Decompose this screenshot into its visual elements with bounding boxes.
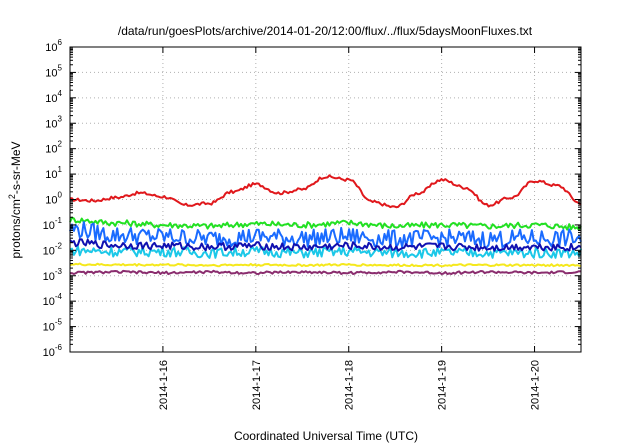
x-tick-label: 2014-1-16: [158, 360, 170, 410]
y-tick-label-exponent: 3: [58, 114, 63, 123]
y-tick-label-exponent: -3: [55, 267, 63, 276]
y-tick-label: 102: [45, 140, 62, 156]
y-tick-label-base: 10: [45, 195, 57, 207]
y-tick-label-exponent: -1: [55, 216, 63, 225]
y-tick-label-exponent: 2: [58, 140, 63, 149]
grid-lines: [70, 47, 581, 352]
y-tick-label-base: 10: [43, 347, 55, 359]
y-tick-label: 106: [45, 38, 62, 54]
series-line-7: [69, 269, 582, 276]
y-tick-label-base: 10: [45, 42, 57, 54]
y-tick-label-base: 10: [45, 144, 57, 156]
y-axis-label: protons/cm2-s-sr-MeV: [7, 141, 23, 258]
series-line-3: [69, 221, 582, 249]
y-axis-label-prefix: protons/cm: [9, 199, 23, 258]
y-tick-label: 10-1: [43, 216, 63, 232]
y-tick-label: 100: [45, 191, 62, 207]
y-tick-label: 105: [45, 63, 62, 79]
x-axis-label: Coordinated Universal Time (UTC): [234, 429, 418, 443]
y-tick-label: 10-3: [43, 267, 63, 283]
y-tick-label-exponent: -2: [55, 241, 63, 250]
y-axis-label-superscript: 2: [7, 194, 17, 199]
y-tick-label: 101: [45, 165, 62, 181]
series-line-6: [69, 262, 582, 268]
x-tick-labels: 2014-1-16 2014-1-17 2014-1-18 2014-1-19 2014…: [158, 360, 542, 410]
series-line-2: [69, 216, 582, 231]
x-tick-label: 2014-1-17: [251, 360, 263, 410]
y-tick-label-exponent: 4: [58, 89, 63, 98]
chart-title: /data/run/goesPlots/archive/2014-01-20/1…: [118, 24, 533, 38]
y-tick-label-base: 10: [43, 220, 55, 232]
axis-ticks: [70, 46, 581, 353]
y-tick-label-exponent: 5: [58, 63, 63, 72]
y-tick-label: 10-6: [43, 343, 63, 359]
y-tick-label-base: 10: [43, 296, 55, 308]
x-tick-label: 2014-1-19: [437, 360, 449, 410]
y-axis-label-suffix: -s-sr-MeV: [9, 141, 23, 194]
y-tick-label: 103: [45, 114, 62, 130]
y-tick-label: 10-5: [43, 318, 63, 334]
y-tick-label-base: 10: [43, 271, 55, 283]
y-tick-label-exponent: -4: [55, 292, 63, 301]
y-tick-label-base: 10: [45, 93, 57, 105]
y-tick-label: 104: [45, 89, 62, 105]
x-tick-label: 2014-1-18: [344, 360, 356, 410]
y-tick-label-exponent: -5: [55, 318, 63, 327]
series-group: [69, 174, 582, 276]
y-tick-label-base: 10: [43, 245, 55, 257]
y-tick-labels: 10610510410310210110010-110-210-310-410-…: [43, 38, 63, 359]
y-tick-label-exponent: 6: [58, 38, 63, 47]
y-tick-label-base: 10: [45, 67, 57, 79]
y-tick-label-exponent: 1: [58, 165, 63, 174]
y-tick-label-exponent: 0: [58, 191, 63, 200]
x-tick-label: 2014-1-20: [530, 360, 542, 410]
y-tick-label-base: 10: [45, 169, 57, 181]
series-line-4: [69, 245, 582, 259]
y-tick-label-base: 10: [45, 118, 57, 130]
y-tick-label: 10-2: [43, 241, 63, 257]
series-line-5: [69, 238, 582, 252]
y-tick-label-base: 10: [43, 322, 55, 334]
y-tick-label: 10-4: [43, 292, 63, 308]
series-line-1: [69, 174, 582, 209]
y-tick-label-exponent: -6: [55, 343, 63, 352]
